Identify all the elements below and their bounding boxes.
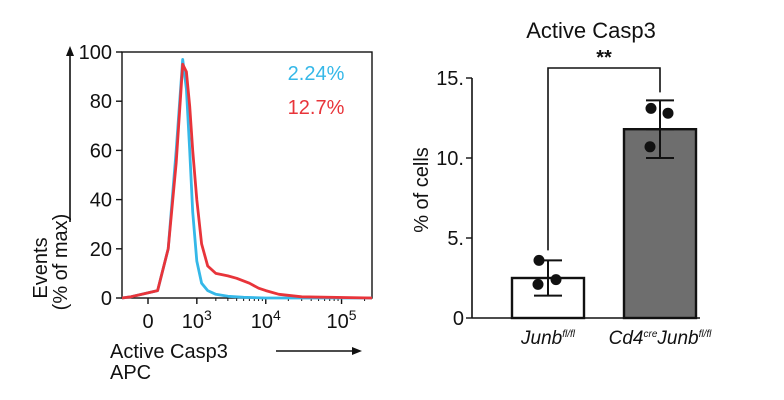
hist-xlabel-line2: APC: [110, 362, 151, 384]
hist-plot-area: 0 20 40 60 80 100 0 103 104 105: [79, 42, 373, 333]
bar-panel: Active Casp3 % of cells 0 5. 10. 15. Junbfl/…: [411, 18, 712, 349]
bar-1: [622, 127, 698, 320]
datapoint-0-0: [533, 254, 545, 266]
hist-ytick-label-1: 20: [90, 239, 112, 261]
bar-ytick-label-2: 10.: [436, 148, 464, 170]
hist-ytick-label-4: 80: [90, 91, 112, 113]
hist-ylabel-line2: (% of max): [50, 214, 72, 311]
datapoint-0-1: [550, 274, 562, 286]
bar-ylabel: % of cells: [411, 147, 433, 233]
bar-ytick-label-1: 5.: [447, 228, 464, 250]
hist-gate-blue: 2.24%: [288, 63, 345, 85]
datapoint-1-1: [662, 107, 674, 119]
bar-ytick-label-0: 0: [453, 308, 464, 330]
datapoint-1-0: [645, 102, 657, 114]
hist-xtick-label-3: 105: [327, 307, 357, 333]
bar-chart-title: Active Casp3: [526, 18, 656, 43]
hist-xtick-label-2: 104: [251, 307, 281, 333]
bar-plot-area: 0 5. 10. 15. Junbfl/fl Cd4creJunbfl/fl **: [436, 47, 712, 349]
bar-ytick-label-3: 15.: [436, 68, 464, 90]
significance-bracket: [547, 67, 661, 251]
hist-xlabel-line1: Active Casp3: [110, 341, 228, 363]
hist-xtick-label-1: 103: [182, 307, 212, 333]
bar-category-label-1: Cd4creJunbfl/fl: [609, 328, 713, 349]
histogram-panel: Events (% of max) 0 20 40 60 80 100 0 103 104 105…: [30, 42, 373, 384]
hist-ytick-label-2: 40: [90, 190, 112, 212]
bar-category-label-0: Junbfl/fl: [520, 328, 576, 349]
hist-gate-red: 12.7%: [288, 97, 345, 119]
hist-frame: [121, 51, 373, 299]
datapoint-1-2: [644, 141, 656, 153]
hist-series-0: [121, 58, 372, 300]
hist-ytick-label-5: 100: [79, 42, 112, 64]
hist-series-1: [121, 62, 373, 300]
hist-ytick-label-3: 60: [90, 140, 112, 162]
hist-xtick-label-0: 0: [142, 311, 153, 333]
hist-ylabel-arrow: [66, 46, 74, 222]
significance-label: **: [596, 47, 612, 69]
hist-xlabel-arrow: [276, 347, 362, 355]
hist-ylabel-line1: Events: [30, 237, 52, 298]
datapoint-0-2: [532, 278, 544, 290]
hist-ytick-label-0: 0: [101, 288, 112, 310]
